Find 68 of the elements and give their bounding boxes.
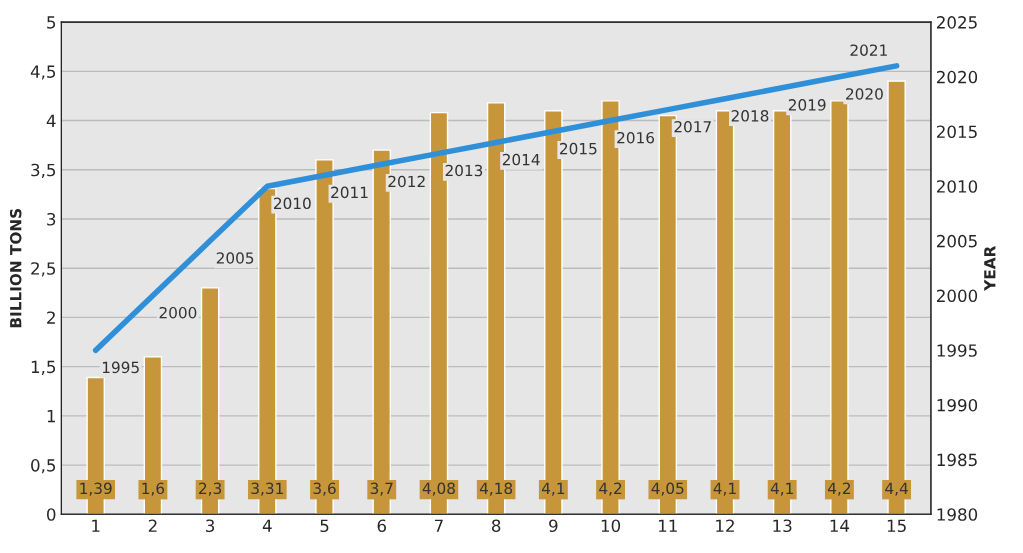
data-label: 2017 (674, 121, 711, 133)
data-label: 1995 (102, 361, 139, 374)
data-label: 3,31 (251, 482, 283, 496)
y2-tick-label: 2010 (937, 180, 978, 193)
y2-tick-label: 1990 (937, 398, 978, 412)
data-label: 4,1 (541, 482, 565, 496)
data-label: 2013 (445, 164, 483, 177)
x-tick-label: 4 (262, 519, 272, 532)
x-tick-label: 9 (549, 519, 558, 533)
y2-tick-label: 1985 (937, 453, 977, 467)
data-label: 4,1 (713, 482, 736, 496)
data-label: 2019 (788, 99, 826, 111)
x-tick-label: 15 (887, 519, 906, 533)
x-tick-label: 6 (377, 519, 386, 533)
data-label: 4,2 (828, 482, 851, 496)
y-tick-label: 4 (46, 114, 56, 127)
data-label: 2005 (216, 252, 254, 264)
data-label: 3,7 (370, 482, 393, 496)
x-tick-label: 2 (148, 519, 157, 532)
data-label: 2018 (731, 110, 769, 122)
y-tick-label: 1 (47, 410, 55, 423)
y-tick-label: 2,5 (31, 262, 56, 277)
y2-tick-label: 1995 (937, 344, 977, 357)
y-tick-label: 2 (47, 311, 55, 324)
y-tick-label: 0 (47, 508, 56, 521)
data-label: 4,18 (479, 482, 513, 496)
x-tick-label: 10 (601, 519, 621, 533)
data-label: 3,6 (313, 482, 336, 496)
data-label: 2,3 (199, 482, 222, 496)
data-label: 4,4 (885, 482, 908, 496)
data-label: 4,2 (599, 482, 622, 496)
x-tick-label: 14 (830, 519, 850, 532)
x-tick-label: 3 (206, 519, 215, 533)
y2-axis-title: YEAR (984, 245, 996, 291)
data-label: 2010 (274, 197, 311, 210)
y-axis-title: BILLION TONS (9, 208, 22, 328)
data-label: 2016 (617, 131, 655, 144)
data-label: 2015 (560, 142, 597, 155)
data-label: 2021 (850, 44, 887, 56)
x-tick-label: 5 (320, 519, 329, 533)
x-tick-label: 13 (773, 519, 792, 533)
data-label: 2014 (502, 153, 540, 166)
data-label: 2011 (331, 186, 368, 199)
data-label: 2020 (846, 88, 883, 100)
data-label: 1,6 (142, 482, 165, 496)
y-tick-label: 3 (47, 212, 56, 226)
x-tick-label: 1 (92, 519, 100, 532)
data-label: 2012 (388, 175, 425, 188)
y2-tick-label: 2020 (937, 70, 978, 84)
y-tick-label: 1,5 (31, 360, 56, 375)
data-label: 4,05 (651, 482, 684, 496)
x-tick-label: 8 (491, 519, 501, 533)
y2-tick-label: 2015 (937, 125, 977, 139)
data-label: 2000 (159, 306, 197, 319)
x-tick-label: 11 (659, 519, 677, 532)
y2-tick-label: 2000 (937, 289, 978, 303)
y-tick-label: 0,5 (31, 459, 56, 474)
y-tick-label: 4,5 (30, 65, 56, 80)
y2-tick-label: 2005 (937, 234, 977, 248)
y-tick-label: 5 (47, 16, 56, 29)
y2-tick-label: 1980 (937, 508, 978, 521)
data-label: 1,39 (80, 482, 112, 496)
y2-tick-label: 2025 (937, 16, 977, 29)
x-tick-label: 7 (435, 519, 443, 532)
y-tick-label: 3,5 (31, 163, 56, 179)
x-tick-label: 12 (716, 519, 734, 532)
data-label: 4,1 (770, 482, 793, 496)
data-label: 4,08 (422, 482, 455, 496)
